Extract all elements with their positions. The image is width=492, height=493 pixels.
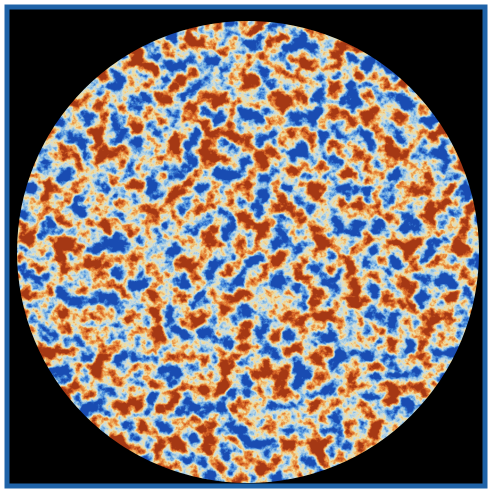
temperature-map — [17, 21, 479, 483]
sky-disc — [17, 21, 479, 483]
sky-map-image — [0, 0, 492, 493]
